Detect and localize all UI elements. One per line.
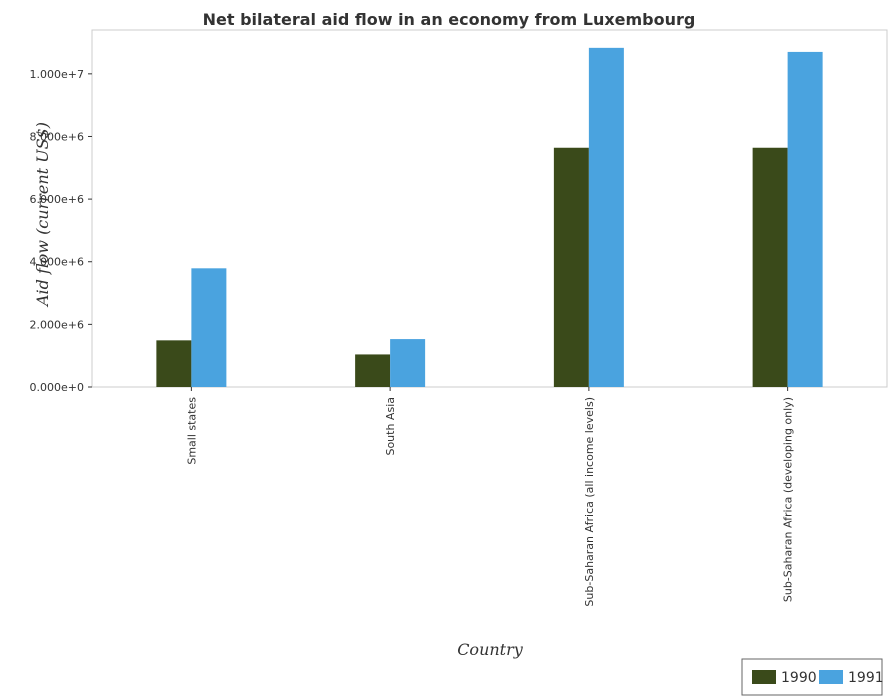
bar-1990: [752, 147, 788, 387]
y-tick-label: 2.000e+6: [30, 318, 84, 331]
x-tick-label: South Asia: [384, 397, 397, 456]
y-tick-label: 1.000e+7: [30, 68, 84, 81]
x-axis: Small states South Asia Sub-Saharan Africa…: [185, 387, 795, 607]
legend-label-1991: 1991: [848, 670, 884, 686]
bar-1990: [156, 340, 192, 387]
bar-1991: [191, 268, 227, 387]
legend-swatch-1990: [752, 670, 776, 684]
y-axis-label: Aid flow (current US$): [33, 122, 52, 308]
y-axis: 0.000e+0 2.000e+6 4.000e+6 6.000e+6 8.000e+6…: [30, 68, 92, 394]
y-tick-label: 8.000e+6: [30, 130, 84, 143]
chart-title: Net bilateral aid flow in an economy fro…: [203, 10, 696, 29]
bar-1990: [553, 147, 589, 387]
bar-1991: [787, 51, 823, 387]
plot-frame: [91, 29, 888, 388]
x-tick-label: Small states: [185, 397, 198, 465]
bar-1991: [588, 47, 624, 387]
bar-1991: [390, 339, 426, 387]
bar-1990: [355, 354, 391, 387]
legend-swatch-1991: [819, 670, 843, 684]
y-tick-label: 6.000e+6: [30, 193, 84, 206]
legend: 1990 1991: [741, 658, 884, 696]
y-tick-label: 4.000e+6: [30, 256, 84, 269]
legend-label-1990: 1990: [781, 670, 817, 686]
x-axis-label: Country: [457, 640, 524, 659]
y-tick-label: 0.000e+0: [30, 381, 84, 394]
bars: [156, 47, 823, 387]
x-tick-label: Sub-Saharan Africa (all income levels): [583, 397, 596, 607]
x-tick-label: Sub-Saharan Africa (developing only): [782, 397, 795, 602]
